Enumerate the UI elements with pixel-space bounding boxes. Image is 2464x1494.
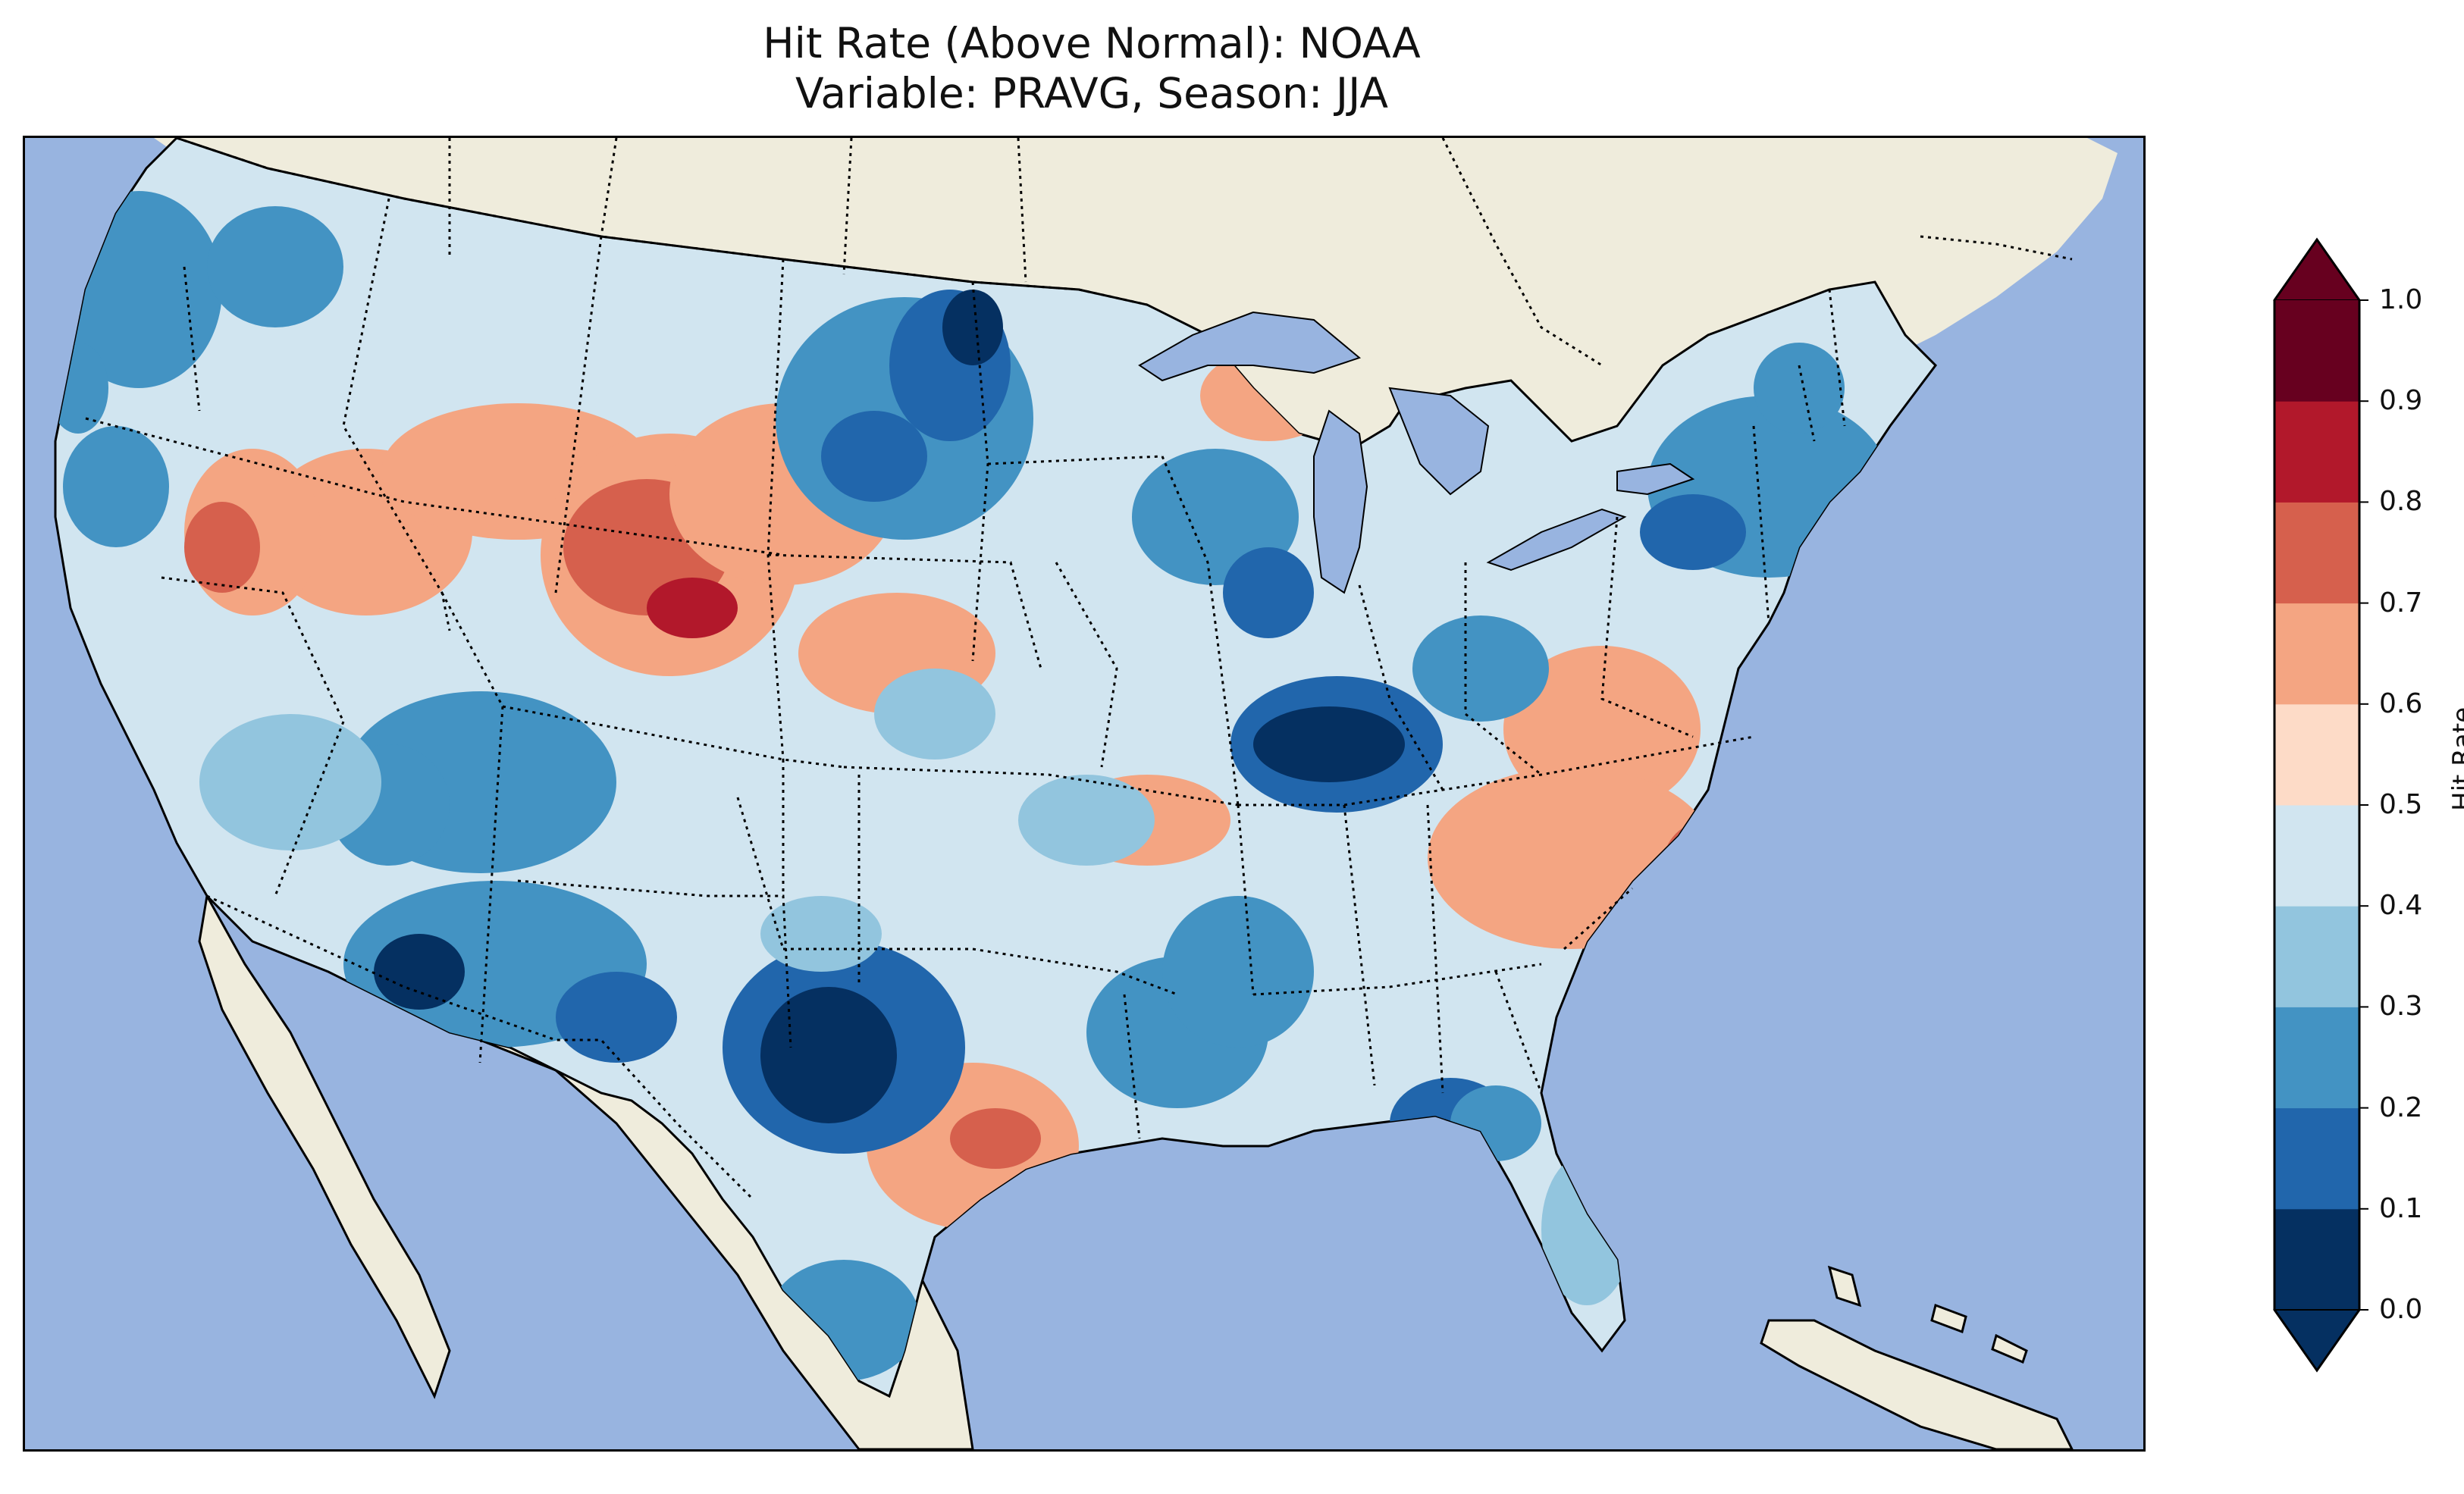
colorbar-tick-label: 0.6 bbox=[2379, 687, 2423, 719]
colorbar-segment bbox=[2274, 502, 2359, 604]
field-patch bbox=[374, 934, 465, 1010]
cuba-land bbox=[1760, 1319, 2074, 1449]
field-patch bbox=[184, 502, 260, 593]
island-3 bbox=[1991, 1333, 2028, 1364]
field-patch bbox=[942, 290, 1003, 365]
colorbar-tick-label: 0.8 bbox=[2379, 486, 2423, 518]
island-1 bbox=[1827, 1265, 1862, 1308]
field-patch bbox=[1162, 896, 1314, 1048]
map-frame bbox=[23, 136, 2146, 1452]
title-line-2: Variable: PRAVG, Season: JJA bbox=[795, 69, 1388, 117]
colorbar-tick-label: 0.0 bbox=[2379, 1294, 2423, 1325]
lake-michigan bbox=[1313, 409, 1368, 594]
colorbar-tick-label: 0.7 bbox=[2379, 587, 2423, 619]
colorbar-segment bbox=[2274, 703, 2359, 806]
colorbar bbox=[2273, 237, 2368, 1373]
colorbar-segment bbox=[2274, 1107, 2359, 1210]
colorbar-tick-label: 0.3 bbox=[2379, 991, 2423, 1023]
colorbar-segment bbox=[2274, 805, 2359, 907]
colorbar-tick-label: 0.2 bbox=[2379, 1092, 2423, 1123]
field-patch bbox=[760, 987, 897, 1123]
province-borders bbox=[448, 138, 2073, 367]
field-patch bbox=[1640, 494, 1746, 570]
title-line-1: Hit Rate (Above Normal): NOAA bbox=[763, 19, 1421, 67]
field-patch bbox=[874, 669, 995, 760]
colorbar-tick-label: 0.9 bbox=[2379, 385, 2423, 417]
lake-erie bbox=[1486, 508, 1627, 572]
field-patch bbox=[760, 896, 882, 972]
colorbar-segment bbox=[2274, 603, 2359, 705]
field-patch bbox=[950, 1108, 1041, 1169]
colorbar-extend-max bbox=[2273, 238, 2361, 301]
field-patch bbox=[1223, 547, 1314, 638]
colorbar-extend-min bbox=[2273, 1309, 2361, 1372]
colorbar-segment bbox=[2274, 906, 2359, 1007]
island-2 bbox=[1930, 1304, 1967, 1333]
colorbar-segment bbox=[2274, 1208, 2359, 1311]
colorbar-tick-label: 1.0 bbox=[2379, 284, 2423, 315]
colorbar-segment bbox=[2274, 1007, 2359, 1109]
colorbar-segment bbox=[2274, 300, 2359, 402]
lake-superior bbox=[1138, 311, 1362, 382]
colorbar-segment bbox=[2274, 401, 2359, 503]
field-patch bbox=[1253, 706, 1405, 782]
field-patch bbox=[199, 714, 381, 850]
state-borders bbox=[85, 198, 1846, 1139]
field-patch bbox=[1412, 615, 1549, 722]
field-patch bbox=[63, 426, 169, 547]
lake-huron bbox=[1388, 387, 1490, 496]
field-patch bbox=[647, 578, 738, 638]
field-patch bbox=[821, 411, 927, 502]
colorbar-tick-label: 0.1 bbox=[2379, 1192, 2423, 1224]
chart-title: Hit Rate (Above Normal): NOAA Variable: … bbox=[0, 18, 2183, 118]
colorbar-label: Hit Rate bbox=[2447, 706, 2464, 811]
field-patch bbox=[556, 972, 677, 1063]
baja-land bbox=[198, 892, 451, 1399]
field-patch bbox=[1754, 343, 1845, 434]
field-patch bbox=[1018, 775, 1155, 866]
map-canvas bbox=[25, 138, 2143, 1449]
field-patch bbox=[207, 206, 343, 327]
us-mexico-border bbox=[206, 894, 754, 1201]
lake-ontario bbox=[1616, 462, 1695, 496]
colorbar-tick-label: 0.4 bbox=[2379, 890, 2423, 922]
colorbar-tick-label: 0.5 bbox=[2379, 789, 2423, 820]
great-lakes bbox=[1138, 311, 1695, 594]
